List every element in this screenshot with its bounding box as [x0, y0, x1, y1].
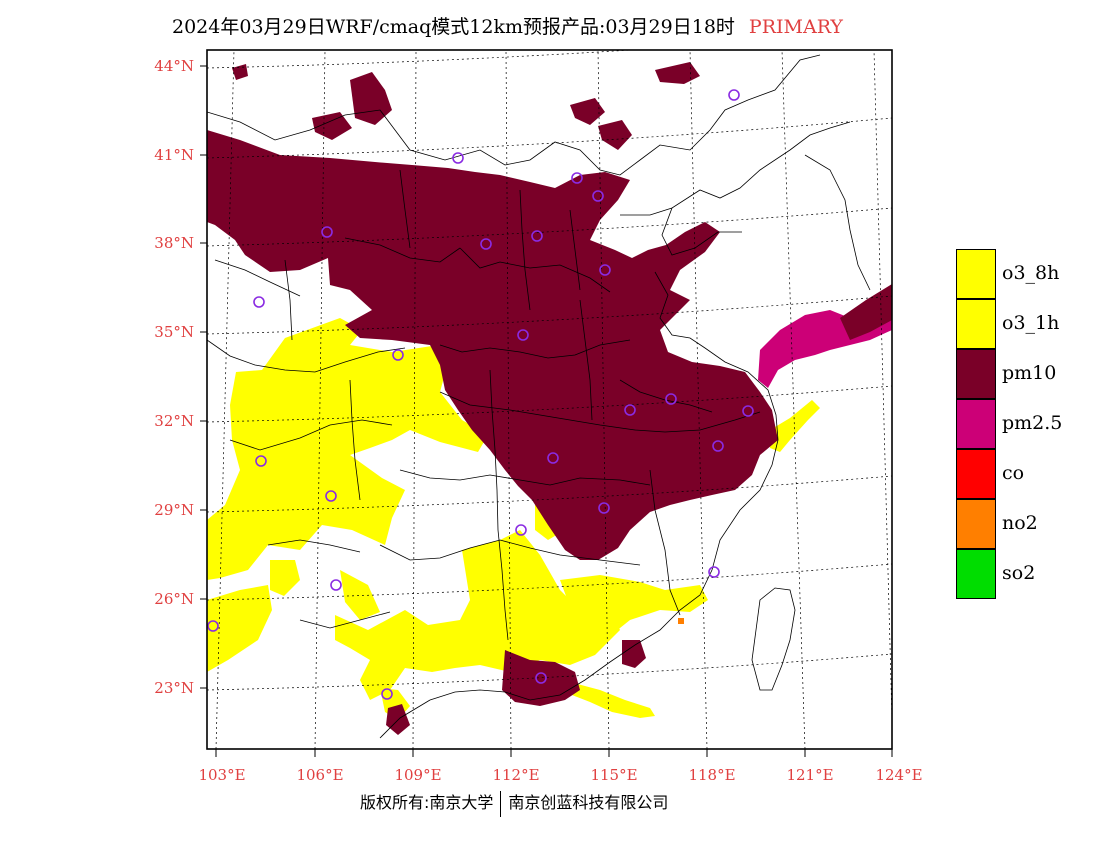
- station-marker: [255, 455, 267, 467]
- station-marker: [517, 329, 529, 341]
- lon-label: 106°E: [296, 766, 343, 784]
- legend-swatch: [956, 549, 996, 599]
- legend-label: pm10: [1002, 362, 1057, 384]
- pm10-region: [207, 62, 778, 735]
- station-marker: [728, 89, 740, 101]
- lat-label: 29°N: [154, 501, 194, 519]
- station-marker: [325, 490, 337, 502]
- legend-label: o3_1h: [1002, 312, 1060, 334]
- legend-label: o3_8h: [1002, 262, 1060, 284]
- legend-label: so2: [1002, 562, 1036, 584]
- lat-label: 38°N: [154, 234, 194, 252]
- lat-label: 44°N: [154, 57, 194, 75]
- station-marker: [207, 620, 219, 632]
- station-marker: [598, 502, 610, 514]
- station-marker: [392, 349, 404, 361]
- station-marker: [535, 672, 547, 684]
- title-text: 2024年03月29日WRF/cmaq模式12km预报产品:03月29日18时: [172, 16, 735, 38]
- map-title: 2024年03月29日WRF/cmaq模式12km预报产品:03月29日18时 P…: [172, 12, 843, 39]
- legend-swatch: [956, 349, 996, 399]
- pm10-east: [840, 284, 892, 340]
- lon-label: 109°E: [394, 766, 441, 784]
- lon-label: 103°E: [198, 766, 245, 784]
- legend-swatch: [956, 299, 996, 349]
- lat-label: 23°N: [154, 679, 194, 697]
- station-marker: [665, 393, 677, 405]
- legend-label: co: [1002, 462, 1025, 484]
- lon-label: 121°E: [786, 766, 833, 784]
- no2-pixel: [678, 618, 684, 624]
- legend-label: no2: [1002, 512, 1038, 534]
- legend-swatch: [956, 449, 996, 499]
- map-frame: [206, 49, 893, 750]
- station-marker: [592, 190, 604, 202]
- station-marker: [599, 264, 611, 276]
- copyright-owner: 版权所有:南京大学: [360, 793, 494, 812]
- station-marker: [624, 404, 636, 416]
- lat-label: 26°N: [154, 590, 194, 608]
- station-marker: [452, 152, 464, 164]
- lat-label: 41°N: [154, 146, 194, 164]
- station-marker: [547, 452, 559, 464]
- lon-axis: 103°E 106°E 109°E 112°E 115°E 118°E 121°…: [198, 749, 923, 784]
- lon-label: 118°E: [688, 766, 735, 784]
- o3-region: [207, 318, 820, 720]
- station-marker: [531, 230, 543, 242]
- title-variant: PRIMARY: [748, 16, 843, 38]
- lat-label: 32°N: [154, 412, 194, 430]
- station-marker: [742, 405, 754, 417]
- station-marker: [330, 579, 342, 591]
- lon-label: 115°E: [590, 766, 637, 784]
- lon-label: 124°E: [875, 766, 922, 784]
- map-layers: [207, 50, 892, 749]
- boundary-lines: [207, 54, 871, 739]
- lon-label: 112°E: [492, 766, 539, 784]
- lat-label: 35°N: [154, 323, 194, 341]
- legend-label: pm2.5: [1002, 412, 1063, 434]
- copyright-company: 南京创蓝科技有限公司: [508, 793, 669, 812]
- station-marker: [515, 524, 527, 536]
- footer-divider: [500, 790, 502, 817]
- legend-swatch: [956, 499, 996, 549]
- graticule: [207, 50, 892, 749]
- station-marker: [712, 440, 724, 452]
- station-marker: [381, 688, 393, 700]
- station-marker: [253, 296, 265, 308]
- legend-swatch: [956, 249, 996, 299]
- legend-swatch: [956, 399, 996, 449]
- station-marker: [571, 172, 583, 184]
- station-marker: [321, 226, 333, 238]
- copyright-footer: 版权所有:南京大学 南京创蓝科技有限公司: [360, 789, 668, 817]
- station-markers: [207, 89, 754, 700]
- lat-axis: 44°N 41°N 38°N 35°N 32°N 29°N 26°N 23°N: [154, 57, 207, 697]
- station-marker: [480, 238, 492, 250]
- station-marker: [708, 566, 720, 578]
